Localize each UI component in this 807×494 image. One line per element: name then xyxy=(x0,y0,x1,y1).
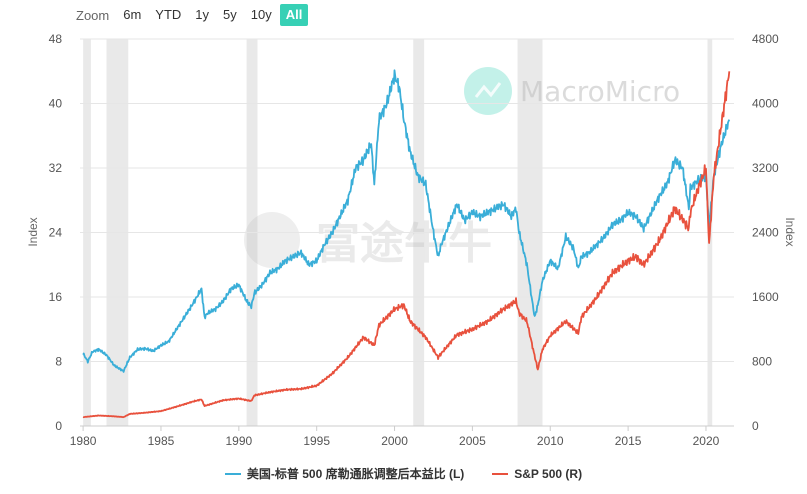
y-left-tick-24: 24 xyxy=(49,226,63,240)
legend-label-cape: 美国-标普 500 席勒通胀调整后本益比 (L) xyxy=(246,467,465,481)
y-right-tick-4800: 4800 xyxy=(752,32,779,46)
watermarks: MacroMicro 富途牛牛 xyxy=(244,67,680,269)
x-tick-2005: 2005 xyxy=(459,434,486,448)
futu-watermark-text: 富途牛牛 xyxy=(316,218,492,269)
legend-item-cape[interactable]: 美国-标普 500 席勒通胀调整后本益比 (L) xyxy=(224,465,465,482)
y-left-tick-8: 8 xyxy=(55,355,62,369)
x-tick-2020: 2020 xyxy=(693,434,720,448)
y-left-axis-title: Index xyxy=(26,217,40,246)
zoom-10y-button[interactable]: 10y xyxy=(250,7,272,22)
legend-swatch-cape xyxy=(224,472,241,475)
x-tick-1995: 1995 xyxy=(303,434,330,448)
y-right-tick-3200: 3200 xyxy=(752,161,779,175)
y-right-tick-4000: 4000 xyxy=(752,97,779,111)
axes: Index Index 0 8 16 24 32 40 48 0 800 1600 2400 3200… xyxy=(26,32,797,448)
legend-swatch-sp500 xyxy=(492,472,509,475)
zoom-all-button[interactable]: All xyxy=(279,4,309,26)
zoom-ytd-button[interactable]: YTD xyxy=(155,7,182,22)
cape-series-line xyxy=(82,69,731,373)
zoom-label: Zoom xyxy=(76,7,110,23)
macromicro-logo-mark xyxy=(474,82,502,98)
y-right-tick-0: 0 xyxy=(752,419,759,433)
y-left-tick-48: 48 xyxy=(49,32,63,46)
y-right-tick-1600: 1600 xyxy=(752,290,779,304)
zoom-toolbar: Zoom 6m YTD 1y 5y 10y All xyxy=(76,4,310,26)
y-left-tick-32: 32 xyxy=(49,161,63,175)
x-tick-2010: 2010 xyxy=(537,434,564,448)
y-left-tick-16: 16 xyxy=(49,290,63,304)
macromicro-logo: MacroMicro xyxy=(464,67,680,115)
x-tick-1980: 1980 xyxy=(70,434,97,448)
x-tick-1985: 1985 xyxy=(148,434,175,448)
y-right-tick-800: 800 xyxy=(752,355,772,369)
legend: 美国-标普 500 席勒通胀调整后本益比 (L) S&P 500 (R) xyxy=(0,465,807,482)
futu-logo-icon xyxy=(244,212,300,268)
x-tick-2000: 2000 xyxy=(381,434,408,448)
macromicro-watermark-text: MacroMicro xyxy=(520,75,680,108)
zoom-6m-button[interactable]: 6m xyxy=(123,7,142,22)
legend-item-sp500[interactable]: S&P 500 (R) xyxy=(492,465,582,482)
y-left-tick-0: 0 xyxy=(55,419,62,433)
y-right-tick-2400: 2400 xyxy=(752,226,779,240)
x-tick-1990: 1990 xyxy=(225,434,252,448)
zoom-1y-button[interactable]: 1y xyxy=(195,7,210,22)
x-tick-2015: 2015 xyxy=(615,434,642,448)
futu-logo: 富途牛牛 xyxy=(244,212,492,269)
series-lines xyxy=(82,69,731,419)
y-right-axis-title: Index xyxy=(783,217,797,246)
legend-label-sp500: S&P 500 (R) xyxy=(514,466,583,481)
grid xyxy=(80,38,734,362)
zoom-5y-button[interactable]: 5y xyxy=(223,7,237,22)
y-left-tick-40: 40 xyxy=(49,97,63,111)
sp500-series-line xyxy=(82,71,731,419)
